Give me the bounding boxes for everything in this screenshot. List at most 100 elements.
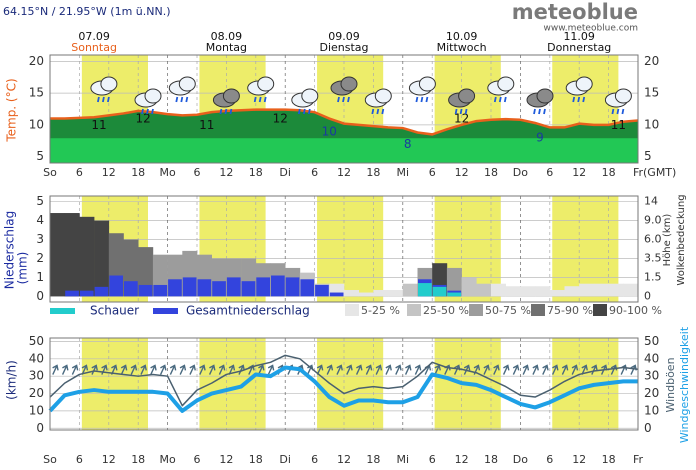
x-tick-label: 18: [484, 166, 498, 179]
wind-arrow-shape: [150, 364, 157, 375]
icon-drop: [611, 108, 615, 115]
y-tick-label: 3: [36, 232, 44, 246]
icon-drop: [572, 96, 576, 103]
icon-cloud: [418, 76, 436, 92]
precipitation-bar: [432, 286, 447, 297]
wind-arrow-shape: [326, 364, 334, 375]
cloud-cover: [520, 286, 536, 297]
y-tick-label: 1: [36, 270, 44, 284]
x-tick-label: Mo: [159, 166, 175, 179]
icon-drop: [180, 96, 184, 103]
x-tick-label: 18: [366, 166, 380, 179]
precipitation-bar: [285, 277, 300, 297]
wind-arrow: [71, 364, 79, 375]
weather-icon: [408, 76, 436, 103]
wind-arrow-shape: [140, 364, 147, 375]
x-tick-label: Di: [279, 453, 291, 466]
x-tick-label: 12: [572, 453, 586, 466]
wind-arrow-shape: [346, 364, 353, 375]
wind-arrow: [189, 364, 196, 375]
x-tick-label: 12: [337, 166, 351, 179]
y2-tick-label: 50: [644, 334, 659, 348]
weather-icon: [604, 88, 632, 115]
weather-icon: [330, 76, 358, 103]
weather-icon: [364, 88, 392, 115]
y2-tick-label: 0: [644, 421, 652, 435]
icon-drop: [302, 108, 306, 115]
icon-cloud: [257, 76, 275, 92]
wind-arrow: [532, 364, 539, 375]
x-tick-label: Do: [513, 453, 528, 466]
day-name: Mittwoch: [437, 41, 487, 54]
x-tick-label: 18: [366, 453, 380, 466]
icon-drop: [415, 96, 419, 103]
cloud-cover: [491, 283, 506, 297]
y-tick-label: 2: [36, 251, 44, 265]
legend-swatch: [531, 304, 545, 316]
icon-drop: [342, 96, 345, 103]
legend-label: Gesamtniederschlag: [186, 304, 310, 318]
temperature-band: [50, 138, 638, 163]
precipitation-bar: [256, 277, 270, 297]
x-tick-label: Do: [513, 166, 528, 179]
day-date: 11.09: [563, 30, 595, 43]
wind-arrow-shape: [71, 364, 79, 375]
x-tick-label: 12: [219, 166, 233, 179]
wind-arrow-shape: [130, 364, 138, 375]
wind-arrow: [336, 364, 343, 375]
precipitation-bar: [447, 292, 462, 297]
icon-cloud: [374, 88, 392, 104]
legend-label: 25-50 %: [423, 304, 469, 317]
icon-drop: [107, 96, 110, 103]
precipitation-bar: [212, 281, 226, 297]
cloud-cover: [564, 286, 580, 297]
precipitation-bar: [153, 284, 168, 297]
x-tick-label: 18: [602, 166, 616, 179]
wind-arrow-shape: [218, 364, 226, 375]
y2-tick-label: 30: [644, 369, 659, 383]
wind-arrow: [101, 364, 108, 375]
icon-drop: [258, 96, 262, 103]
y2-axis-label: Windgeschwindigkeit: [678, 326, 691, 443]
weather-icon: [448, 88, 476, 115]
legend-label: 75-90 %: [547, 304, 593, 317]
wind-arrow-shape: [355, 364, 363, 375]
day-date: 08.09: [211, 30, 243, 43]
precipitation-bar: [241, 281, 256, 297]
y2-tick-label: 9.0: [644, 214, 662, 227]
icon-drop: [538, 108, 541, 115]
wind-arrow-shape: [502, 364, 510, 375]
icon-drop: [582, 96, 586, 103]
daylight: [317, 338, 384, 430]
wind-arrow: [208, 364, 216, 375]
y2-tick-label: 10: [644, 403, 659, 417]
temperature-label: 9: [536, 131, 544, 145]
wind-arrow-shape: [571, 364, 579, 375]
brand: meteoblue: [512, 0, 638, 24]
y-tick-label: 15: [29, 86, 44, 100]
precipitation-bar: [94, 286, 109, 297]
weather-icon: [212, 88, 240, 115]
wind-arrow-shape: [169, 364, 177, 375]
icon-drop: [371, 108, 375, 115]
cloud-cover: [623, 283, 639, 297]
wind-arrow-shape: [365, 364, 373, 375]
weather-icon: [526, 88, 554, 115]
wind-line: [49, 354, 639, 407]
icon-cloud: [301, 88, 319, 104]
icon-drop: [498, 96, 502, 103]
cloud-cover: [446, 267, 462, 297]
x-tick-label: 6: [76, 166, 83, 179]
wind-arrow-shape: [336, 364, 343, 375]
y2-axis-label: Wolkenbedeckung: [676, 194, 687, 285]
cloud-cover: [50, 213, 65, 297]
legend-label: Schauer: [90, 304, 139, 318]
wind-arrow: [346, 364, 353, 375]
cloud-cover: [549, 290, 565, 297]
x-tick-label: 18: [484, 453, 498, 466]
icon-drop: [420, 96, 424, 103]
x-tick-label: Di: [279, 166, 291, 179]
cloud-cover: [476, 283, 492, 297]
x-tick-label: 6: [429, 453, 436, 466]
wind-arrow-shape: [267, 364, 275, 375]
